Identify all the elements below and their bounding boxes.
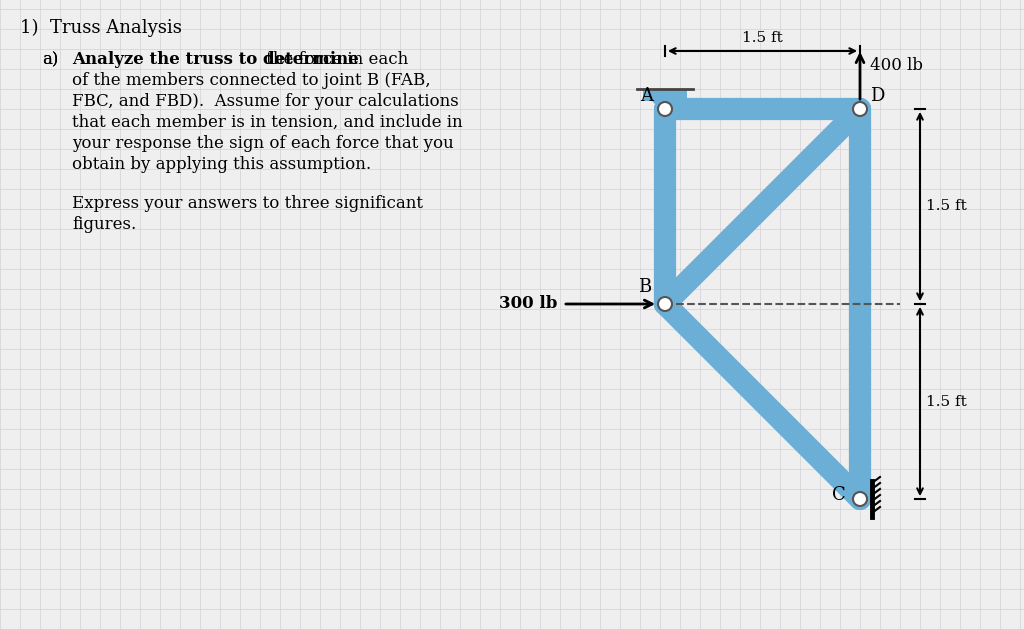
- Text: 1.5 ft: 1.5 ft: [926, 394, 967, 408]
- Bar: [643, 89, 687, 101]
- Circle shape: [658, 297, 672, 311]
- Text: 1.5 ft: 1.5 ft: [926, 199, 967, 213]
- Text: 1.5 ft: 1.5 ft: [742, 31, 783, 45]
- Text: Analyze the truss to determine: Analyze the truss to determine: [72, 51, 358, 68]
- Circle shape: [853, 492, 867, 506]
- Text: C: C: [833, 486, 846, 504]
- Text: your response the sign of each force that you: your response the sign of each force tha…: [72, 135, 454, 152]
- Text: that each member is in tension, and include in: that each member is in tension, and incl…: [72, 114, 463, 131]
- Text: of the members connected to joint ​B (​FAB,: of the members connected to joint ​B (​F…: [72, 72, 431, 89]
- Text: figures.: figures.: [72, 216, 136, 233]
- Polygon shape: [653, 101, 677, 113]
- Text: B: B: [638, 278, 651, 296]
- Circle shape: [658, 102, 672, 116]
- Text: 400 lb: 400 lb: [870, 57, 923, 74]
- Text: the force in each: the force in each: [261, 51, 409, 68]
- Text: a): a): [42, 51, 58, 68]
- Circle shape: [853, 102, 867, 116]
- Text: 1)  Truss Analysis: 1) Truss Analysis: [20, 19, 182, 37]
- Text: Express your answers to three significant: Express your answers to three significan…: [72, 195, 423, 212]
- Text: FBC, and FBD).  Assume for your calculations: FBC, and FBD). Assume for your calculati…: [72, 93, 459, 110]
- Text: a): a): [42, 51, 58, 68]
- Text: D: D: [870, 87, 885, 105]
- Text: 300 lb: 300 lb: [499, 296, 557, 313]
- Text: obtain by applying this assumption.: obtain by applying this assumption.: [72, 156, 371, 173]
- Text: A: A: [640, 87, 653, 105]
